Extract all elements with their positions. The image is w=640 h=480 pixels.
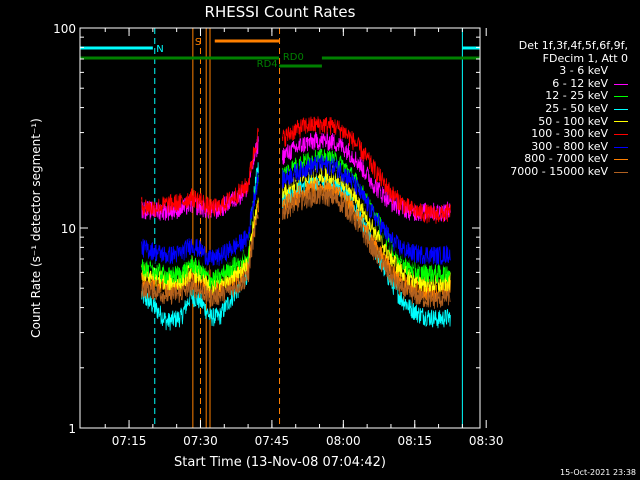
legend-entries: 3 - 6 keV 6 - 12 keV 12 - 25 keV 25 - 50 ke… [482, 65, 632, 178]
legend-entry-label: 300 - 800 keV [531, 139, 608, 153]
legend-swatch [614, 146, 628, 148]
legend-entry-label: 12 - 25 keV [545, 89, 608, 103]
legend-swatch [614, 121, 628, 123]
legend-entry: 100 - 300 keV [482, 128, 632, 141]
series-line [141, 116, 451, 224]
status-bars: N S RD4 RD0 [80, 37, 480, 70]
legend-entry-label: 800 - 7000 keV [524, 152, 608, 166]
y-axis-ticks: 1 10 100 [53, 22, 480, 436]
legend-entry-label: 3 - 6 keV [559, 64, 608, 78]
status-bar-label: N [156, 44, 163, 55]
legend-entry: 300 - 800 keV [482, 139, 632, 154]
legend-entry: 6 - 12 keV [482, 76, 632, 91]
series-line [141, 186, 451, 309]
legend-swatch [614, 83, 628, 85]
series-line [141, 154, 451, 266]
legend-entry: 3 - 6 keV [482, 65, 632, 78]
x-tick-label: 07:45 [255, 434, 290, 448]
status-bar-label: RD0 [283, 52, 304, 63]
chart-title: RHESSI Count Rates [205, 3, 356, 21]
legend-entry: 12 - 25 keV [482, 90, 632, 103]
legend-entry: 7000 - 15000 keV [482, 164, 632, 179]
legend-swatch [614, 159, 628, 161]
legend-swatch [614, 133, 628, 135]
legend: Det 1f,3f,4f,5f,6f,9f, FDecim 1, Att 0 3… [482, 39, 632, 179]
legend-header-line-2: FDecim 1, Att 0 [542, 51, 628, 65]
legend-swatch [614, 96, 628, 98]
vertical-markers [79, 28, 481, 428]
x-tick-label: 07:15 [112, 434, 147, 448]
legend-entry-label: 6 - 12 keV [552, 76, 608, 90]
x-tick-label: 08:30 [469, 434, 504, 448]
x-tick-label: 08:00 [326, 434, 361, 448]
legend-entry-label: 50 - 100 keV [538, 114, 608, 128]
y-axis-label: Count Rate (s⁻¹ detector segment⁻¹) [29, 118, 43, 338]
y-tick-label: 10 [61, 222, 76, 236]
series-layer [141, 116, 451, 331]
x-tick-label: 07:30 [183, 434, 218, 448]
legend-header-line-1: Det 1f,3f,4f,5f,6f,9f, [518, 39, 628, 52]
x-tick-label: 08:15 [397, 434, 432, 448]
legend-entry: 800 - 7000 keV [482, 153, 632, 166]
legend-swatch [614, 171, 628, 173]
y-tick-label: 100 [53, 22, 76, 36]
legend-entry: 25 - 50 keV [482, 101, 632, 116]
status-bar-label: RD4 [257, 59, 278, 70]
legend-entry-label: 25 - 50 keV [545, 101, 608, 115]
legend-entry-label: 100 - 300 keV [531, 127, 608, 141]
status-bar-label: S [195, 37, 201, 48]
x-axis-label: Start Time (13-Nov-08 07:04:42) [174, 455, 386, 470]
legend-entry: 50 - 100 keV [482, 114, 632, 129]
legend-swatch [614, 70, 628, 72]
legend-entry-label: 7000 - 15000 keV [510, 164, 608, 178]
timestamp: 15-Oct-2021 23:38 [560, 468, 636, 477]
x-axis-ticks: 07:15 07:30 07:45 08:00 08:15 08:30 [104, 28, 504, 448]
legend-swatch [614, 108, 628, 110]
y-tick-label: 1 [68, 422, 76, 436]
